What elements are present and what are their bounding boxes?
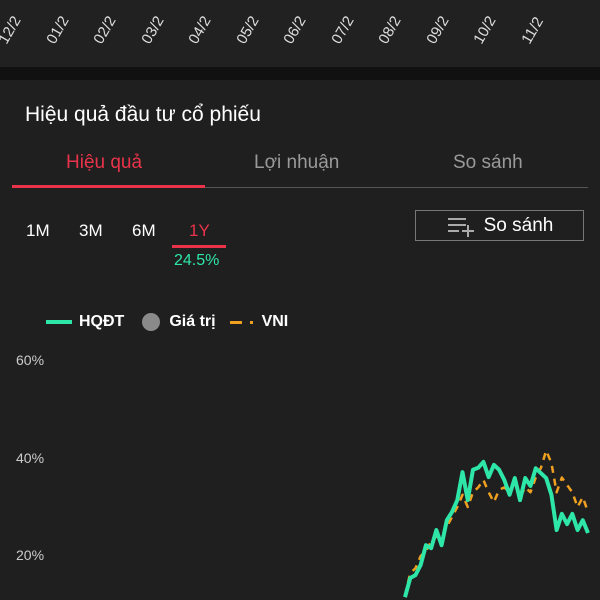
x-tick-label: 05/2: [232, 13, 263, 48]
period-return: 24.5%: [174, 252, 220, 269]
x-tick-label: 10/2: [470, 13, 500, 48]
legend-vni[interactable]: VNI: [261, 313, 289, 330]
y-tick-60: 60%: [16, 352, 45, 368]
section-title: Hiệu quả đầu tư cổ phiếu: [25, 103, 261, 126]
period-3m[interactable]: 3M: [79, 221, 103, 240]
y-tick-20: 20%: [16, 547, 45, 563]
active-period-indicator: [172, 245, 226, 248]
x-tick-label: 04/2: [185, 13, 215, 48]
playlist-add-icon: [447, 217, 474, 237]
x-tick-label: 12/2: [0, 13, 25, 48]
chart-legend: HQĐT Giá trị VNI: [46, 313, 288, 331]
x-tick-label: 03/2: [137, 13, 168, 48]
x-tick-label: 08/2: [375, 13, 405, 48]
compare-button[interactable]: So sánh: [415, 210, 584, 241]
x-tick-label: 09/2: [422, 13, 453, 48]
period-6m[interactable]: 6M: [132, 221, 156, 240]
y-tick-40: 40%: [16, 450, 45, 466]
hqdt-line-icon: [46, 320, 72, 324]
x-tick-label: 02/2: [90, 13, 120, 48]
x-tick-label: 07/2: [327, 13, 358, 48]
tab-hieu-qua[interactable]: Hiệu quả: [66, 152, 143, 173]
tab-divider: [12, 187, 588, 188]
tab-so-sanh[interactable]: So sánh: [453, 152, 523, 173]
legend-hqdt[interactable]: HQĐT: [79, 313, 125, 330]
legend-gia-tri[interactable]: Giá trị: [169, 313, 216, 330]
section-divider: [0, 67, 600, 80]
x-tick-label: 06/2: [280, 13, 310, 48]
period-1m[interactable]: 1M: [26, 221, 50, 240]
x-tick-label: 11/2: [517, 14, 547, 48]
tab-loi-nhuan[interactable]: Lợi nhuận: [254, 152, 340, 173]
compare-button-label: So sánh: [483, 214, 554, 236]
vni-dot-icon: [249, 320, 253, 324]
x-tick-label: 01/2: [42, 13, 73, 48]
performance-chart: [403, 449, 590, 598]
vni-dash-icon: [229, 320, 242, 324]
hqdt-series-line: [403, 459, 590, 598]
active-tab-indicator: [12, 185, 205, 188]
gia-tri-dot-icon: [142, 313, 161, 331]
period-1y[interactable]: 1Y: [189, 221, 210, 240]
previous-chart-axis: 12/2 01/2 02/2 03/2 04/2 05/2 06/2 07/2 08/2 09/2…: [0, 0, 600, 67]
